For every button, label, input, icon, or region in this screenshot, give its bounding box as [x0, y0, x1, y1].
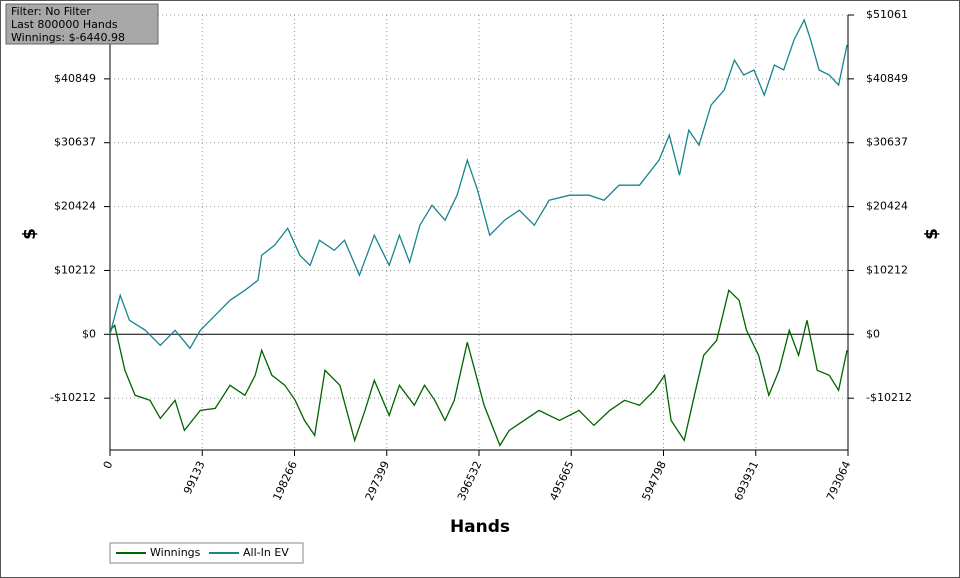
y-tick-label: $0 — [82, 327, 96, 340]
y-tick-label: $40849 — [54, 72, 96, 85]
y2-tick-label: $10212 — [866, 263, 908, 276]
y-tick-label: $30637 — [54, 136, 96, 149]
info-box — [5, 3, 159, 45]
legend — [109, 542, 304, 564]
x-tick-label: 0 — [101, 459, 116, 471]
x-axis-label: Hands — [450, 517, 510, 537]
info-text: Winnings: $-6440.98 — [11, 31, 125, 44]
y-axis-label: $ — [20, 228, 40, 240]
y2-tick-label: $40849 — [866, 72, 908, 85]
y2-tick-label: $51061 — [866, 8, 908, 21]
info-text: Filter: No Filter — [11, 5, 91, 18]
y2-axis-label: $ — [922, 228, 942, 240]
legend-label: All-In EV — [243, 546, 289, 559]
y2-tick-label: $20424 — [866, 200, 908, 213]
legend-label: Winnings — [150, 546, 201, 559]
y-tick-label: -$10212 — [50, 391, 96, 404]
y2-tick-label: -$10212 — [866, 391, 912, 404]
y2-tick-label: $0 — [866, 327, 880, 340]
series-line — [109, 289, 848, 447]
y2-tick-label: $30637 — [866, 136, 908, 149]
y-tick-label: $20424 — [54, 200, 96, 213]
info-text: Last 800000 Hands — [11, 18, 118, 31]
y-tick-label: $10212 — [54, 263, 96, 276]
series-line — [109, 18, 848, 350]
